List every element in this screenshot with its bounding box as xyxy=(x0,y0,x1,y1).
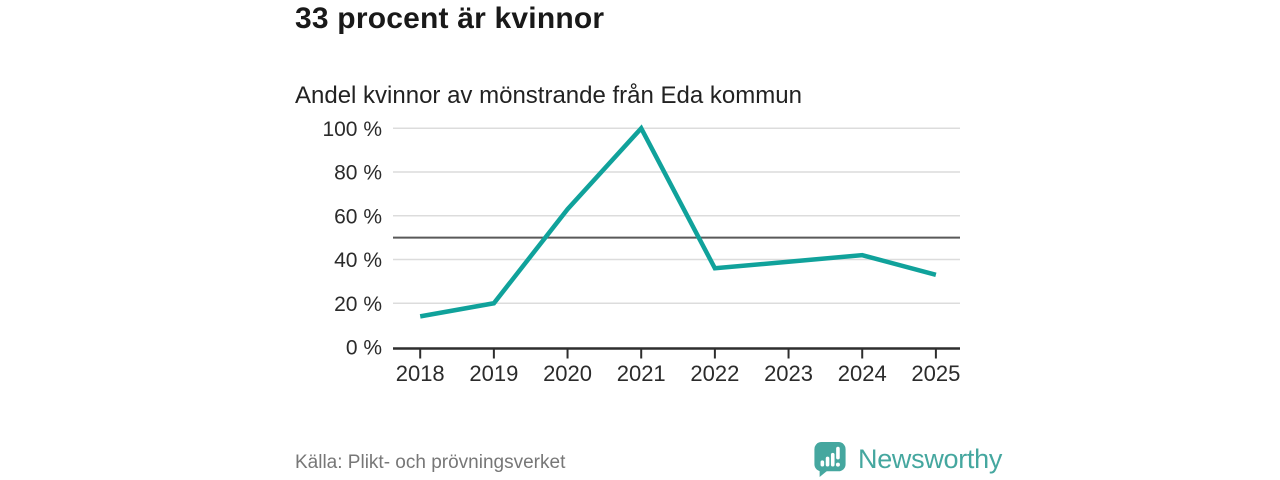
svg-text:40 %: 40 % xyxy=(334,249,382,272)
svg-text:2019: 2019 xyxy=(469,361,518,386)
svg-text:20 %: 20 % xyxy=(334,293,382,316)
svg-text:60 %: 60 % xyxy=(334,205,382,228)
brand-name: Newsworthy xyxy=(858,443,1003,474)
svg-text:2020: 2020 xyxy=(543,361,592,386)
newsworthy-logo[interactable]: Newsworthy xyxy=(813,440,1002,478)
newsworthy-bubble-icon xyxy=(814,442,846,477)
svg-text:2018: 2018 xyxy=(396,361,445,386)
svg-text:2021: 2021 xyxy=(617,361,666,386)
chart-title: Andel kvinnor av mönstrande från Eda kom… xyxy=(295,82,802,109)
svg-text:2024: 2024 xyxy=(838,361,887,386)
svg-text:0 %: 0 % xyxy=(346,337,382,360)
source-note: Källa: Plikt- och prövningsverket xyxy=(295,452,566,473)
svg-text:2022: 2022 xyxy=(690,361,739,386)
svg-text:100 %: 100 % xyxy=(322,118,382,141)
svg-text:2023: 2023 xyxy=(764,361,813,386)
svg-text:2025: 2025 xyxy=(911,361,960,386)
svg-text:80 %: 80 % xyxy=(334,162,382,185)
headline: 33 procent är kvinnor xyxy=(295,2,605,35)
